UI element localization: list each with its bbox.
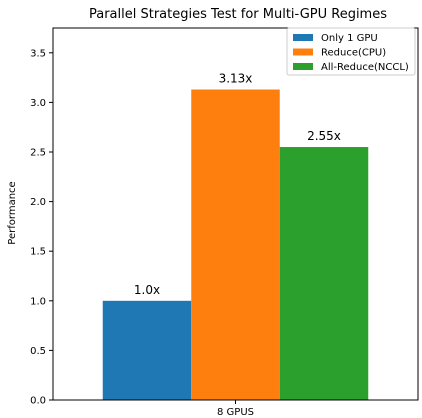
bar-only-1-gpu xyxy=(102,300,192,400)
y-tick-label: 3.0 xyxy=(30,98,46,109)
x-axis: 8 GPUS xyxy=(217,400,254,418)
legend-swatch xyxy=(293,63,313,70)
legend-swatch xyxy=(293,48,313,56)
y-tick-label: 2.0 xyxy=(30,197,46,208)
y-tick-label: 1.0 xyxy=(30,296,46,307)
bar-all-reduce-nccl- xyxy=(279,147,369,400)
y-tick-label: 3.5 xyxy=(30,48,46,59)
plot-area: 1.0x 3.13x 2.55x xyxy=(102,72,369,400)
bar-reduce-cpu- xyxy=(191,89,280,400)
y-tick-label: 2.5 xyxy=(30,148,46,159)
bar-data-label: 2.55x xyxy=(307,129,341,143)
chart-title: Parallel Strategies Test for Multi-GPU R… xyxy=(89,7,387,22)
bar-data-label: 1.0x xyxy=(134,283,160,297)
legend-box xyxy=(286,27,416,76)
legend-entry: Only 1 GPU xyxy=(321,33,378,44)
legend: Only 1 GPU Reduce(CPU) All-Reduce(NCCL) xyxy=(286,27,416,76)
x-tick-label: 8 GPUS xyxy=(217,407,254,418)
legend-swatch xyxy=(293,34,313,41)
y-tick-label: 0.0 xyxy=(30,396,46,407)
y-axis: 0.0 0.5 1.0 1.5 2.0 2.5 3.0 3.5 xyxy=(30,48,53,407)
y-axis-label: Performance xyxy=(7,181,18,244)
y-tick-label: 0.5 xyxy=(30,346,46,357)
legend-entry: All-Reduce(NCCL) xyxy=(321,62,409,73)
bar-data-label: 3.13x xyxy=(219,72,253,86)
legend-entry: Reduce(CPU) xyxy=(321,48,386,59)
y-tick-label: 1.5 xyxy=(30,247,46,258)
